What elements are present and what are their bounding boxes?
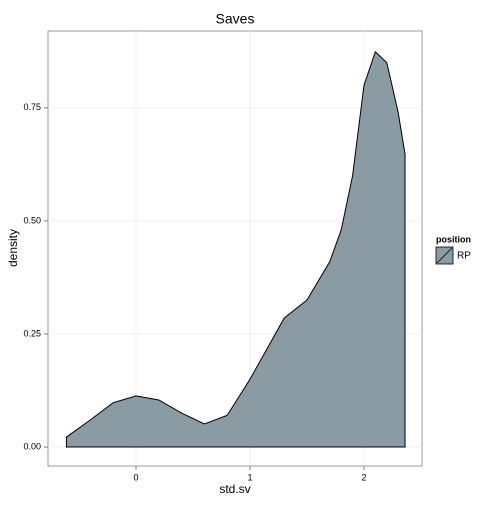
legend-key-slash [436,247,453,264]
y-tick-label: 0.50 [23,215,41,225]
legend-title: position [436,234,471,244]
x-tick-label: 2 [361,472,366,482]
chart-title: Saves [216,11,255,27]
y-tick-label: 0.25 [23,328,41,338]
x-axis-label: std.sv [219,482,250,496]
x-tick-label: 1 [247,472,252,482]
y-axis-label: density [6,229,20,267]
legend-label: RP [457,251,471,262]
x-tick-label: 0 [133,472,138,482]
y-tick-label: 0.00 [23,441,41,451]
y-tick-label: 0.75 [23,102,41,112]
density-area [65,50,406,448]
